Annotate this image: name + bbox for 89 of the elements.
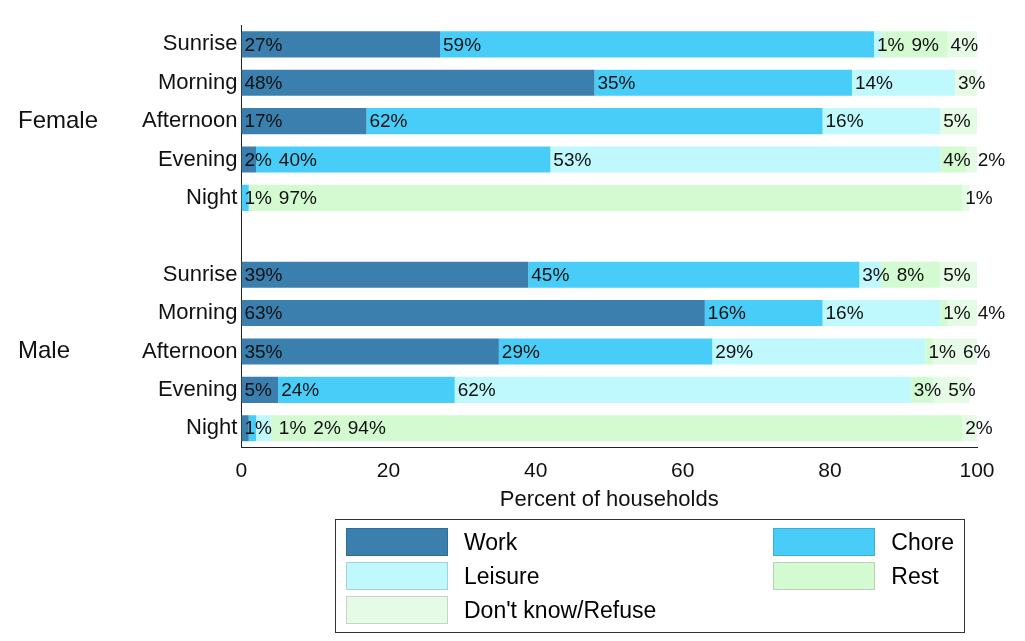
bar xyxy=(704,300,823,327)
x-tick-label: 20 xyxy=(376,457,401,481)
data-label: 1% xyxy=(965,187,993,209)
data-label: 6% xyxy=(962,340,991,362)
y-tick-label: Night xyxy=(186,183,238,209)
data-label: 4% xyxy=(943,148,971,170)
data-label: 16% xyxy=(707,302,746,324)
y-tick-label: Evening xyxy=(157,375,238,401)
data-label: 45% xyxy=(531,263,570,285)
data-label: 39% xyxy=(244,263,283,285)
bar xyxy=(241,338,499,365)
y-tick-label: Night xyxy=(186,414,238,440)
data-label: 1% xyxy=(943,302,971,324)
y-tick-label: Evening xyxy=(157,145,238,171)
bar xyxy=(851,69,955,96)
bar xyxy=(528,261,860,288)
bar xyxy=(241,108,367,135)
y-tick-label: Morning xyxy=(157,299,238,325)
data-label: 3% xyxy=(913,379,942,401)
x-tick-label: 0 xyxy=(235,457,248,481)
legend-label: Leisure xyxy=(464,562,540,590)
x-tick-label: 40 xyxy=(523,457,548,481)
legend-label: Chore xyxy=(891,528,954,556)
data-label: 5% xyxy=(943,263,971,285)
data-label: 8% xyxy=(896,263,925,285)
y-tick-label: Afternoon xyxy=(142,337,238,363)
legend-label: Don't know/Refuse xyxy=(464,596,657,624)
data-label: 16% xyxy=(825,110,864,132)
data-label: 35% xyxy=(597,72,636,94)
y-tick-label: Sunrise xyxy=(162,260,238,286)
legend-label: Rest xyxy=(891,562,939,590)
data-label: 94% xyxy=(347,417,386,439)
bar xyxy=(822,300,941,327)
data-label: 2% xyxy=(965,417,993,439)
data-label: 35% xyxy=(244,340,283,362)
x-tick-label: 100 xyxy=(959,457,995,481)
data-label: 4% xyxy=(977,302,1006,324)
y-tick-label: Morning xyxy=(157,68,238,94)
text: Female xyxy=(18,105,99,133)
data-label: 62% xyxy=(369,110,408,132)
data-label: 2% xyxy=(313,417,341,439)
data-label: 29% xyxy=(715,340,754,362)
bar xyxy=(241,261,529,288)
bar xyxy=(712,338,926,365)
bar xyxy=(278,376,455,403)
y-tick-label: Afternoon xyxy=(142,107,238,133)
data-label: 17% xyxy=(244,110,283,132)
data-label: 5% xyxy=(948,379,976,401)
data-label: 2% xyxy=(244,148,272,170)
bar xyxy=(248,184,963,211)
data-label: 16% xyxy=(825,302,864,324)
data-label: 14% xyxy=(854,72,894,94)
data-label: 1% xyxy=(877,33,905,55)
bar xyxy=(241,69,595,96)
data-label: 27% xyxy=(244,33,283,55)
data-label: 97% xyxy=(278,187,317,209)
x-axis-title: Percent of households xyxy=(499,485,719,511)
data-label: 59% xyxy=(443,33,482,55)
bar xyxy=(498,338,713,365)
data-label: 5% xyxy=(244,379,272,401)
bar xyxy=(366,108,823,135)
data-label: 5% xyxy=(943,110,971,132)
data-label: 29% xyxy=(501,340,540,362)
data-label: 48% xyxy=(244,72,283,94)
data-label: 24% xyxy=(281,379,320,401)
data-label: 3% xyxy=(862,263,890,285)
data-label: 63% xyxy=(244,302,283,324)
bar xyxy=(241,300,705,327)
text: Male xyxy=(18,336,71,364)
bar xyxy=(594,69,852,96)
x-tick-label: 80 xyxy=(818,457,842,481)
data-label: 3% xyxy=(957,72,986,94)
bar xyxy=(440,31,875,58)
bar xyxy=(270,415,963,442)
data-label: 62% xyxy=(457,379,496,401)
x-tick-label: 60 xyxy=(671,457,695,481)
data-label: 2% xyxy=(977,148,1006,170)
y-tick-label: Sunrise xyxy=(162,30,238,56)
bar xyxy=(241,31,441,58)
data-label: 40% xyxy=(278,148,317,170)
bar xyxy=(822,108,941,135)
data-label: 1% xyxy=(278,417,307,439)
data-label: 53% xyxy=(553,148,592,170)
bar xyxy=(454,376,911,403)
data-label: 4% xyxy=(950,33,979,55)
data-label: 9% xyxy=(911,33,940,55)
bar xyxy=(550,146,941,173)
legend-label: Work xyxy=(464,528,518,556)
data-label: 1% xyxy=(928,340,957,362)
